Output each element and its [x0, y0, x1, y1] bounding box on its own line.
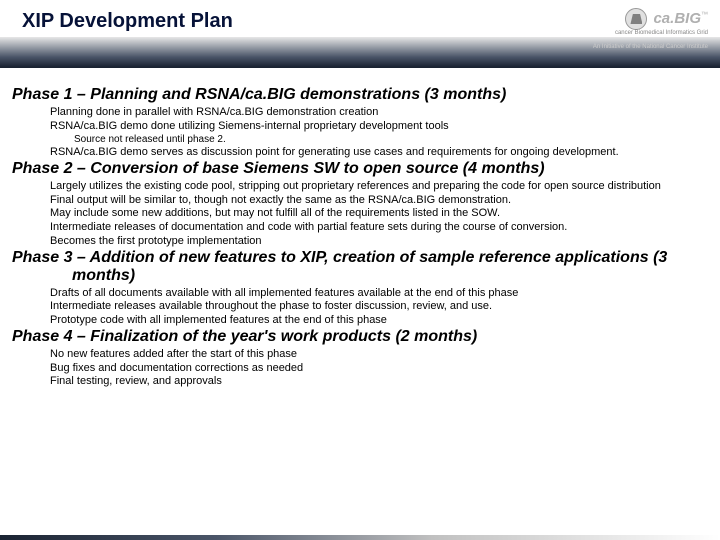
phase-4-bullet: No new features added after the start of… — [50, 348, 708, 362]
phase-2-bullet: Largely utilizes the existing code pool,… — [50, 180, 708, 194]
phase-2-bullet: May include some new additions, but may … — [50, 207, 708, 221]
phase-4-bullet: Final testing, review, and approvals — [50, 375, 708, 389]
logo-subtitle-1: cancer Biomedical Informatics Grid — [615, 30, 708, 36]
logo: ca.BIG™ — [625, 8, 708, 30]
phase-2-title: Phase 2 – Conversion of base Siemens SW … — [72, 160, 708, 178]
logo-icon — [625, 8, 647, 30]
slide-header: XIP Development Plan ca.BIG™ cancer Biom… — [0, 0, 720, 68]
phase-3-title: Phase 3 – Addition of new features to XI… — [72, 249, 708, 285]
footer-divider — [0, 535, 720, 540]
phase-1-bullet: Planning done in parallel with RSNA/ca.B… — [50, 106, 708, 120]
phase-3-bullet: Intermediate releases available througho… — [50, 300, 708, 314]
phase-2-bullet: Becomes the first prototype implementati… — [50, 235, 708, 249]
phase-4-title: Phase 4 – Finalization of the year's wor… — [72, 328, 708, 346]
phase-2-bullet: Intermediate releases of documentation a… — [50, 221, 708, 235]
phase-4-bullet: Bug fixes and documentation corrections … — [50, 362, 708, 376]
logo-subtitle-2: An Initiative of the National Cancer Ins… — [593, 44, 708, 50]
phase-2-bullet: Final output will be similar to, though … — [50, 194, 708, 208]
logo-tm: ™ — [701, 12, 708, 19]
phase-1-title: Phase 1 – Planning and RSNA/ca.BIG demon… — [72, 86, 708, 104]
phase-1-bullet: RSNA/ca.BIG demo done utilizing Siemens-… — [50, 120, 708, 134]
phase-3-bullet: Drafts of all documents available with a… — [50, 287, 708, 301]
logo-text: ca.BIG — [653, 10, 701, 27]
phase-1-bullet: RSNA/ca.BIG demo serves as discussion po… — [50, 146, 708, 160]
slide-title: XIP Development Plan — [22, 10, 233, 33]
phase-1-subbullet: Source not released until phase 2. — [74, 134, 708, 147]
slide-content: Phase 1 – Planning and RSNA/ca.BIG demon… — [0, 68, 720, 399]
phase-3-bullet: Prototype code with all implemented feat… — [50, 314, 708, 328]
